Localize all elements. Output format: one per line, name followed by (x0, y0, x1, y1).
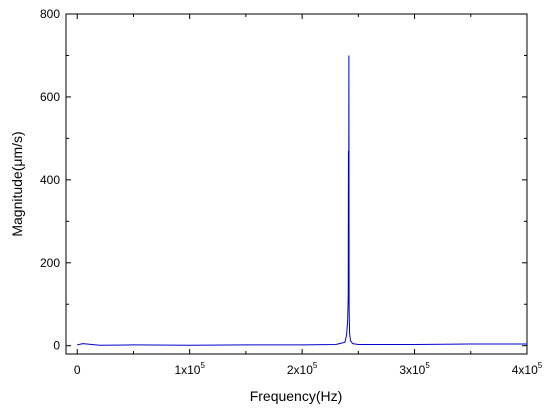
x-tick-label-3: 3x105 (399, 361, 430, 377)
y-tick-label-2: 400 (40, 173, 60, 187)
plot-frame (65, 13, 528, 355)
x-axis-label: Frequency(Hz) (250, 388, 343, 404)
x-tick-label-4: 4x105 (512, 361, 543, 377)
tick-labels: 0 1x105 2x105 3x105 4x105 0 200 400 600 800 (40, 7, 543, 377)
y-tick-label-0: 0 (53, 339, 60, 353)
y-axis-label: Magnitude(μm/s) (9, 131, 25, 236)
y-tick-label-1: 200 (40, 256, 60, 270)
ticks (66, 13, 528, 354)
x-tick-label-2: 2x105 (287, 361, 318, 377)
x-tick-label-1: 1x105 (174, 361, 205, 377)
series-line-0 (77, 55, 527, 346)
y-tick-label-4: 800 (40, 7, 60, 21)
x-tick-label-0: 0 (74, 363, 81, 377)
y-tick-label-3: 600 (40, 90, 60, 104)
